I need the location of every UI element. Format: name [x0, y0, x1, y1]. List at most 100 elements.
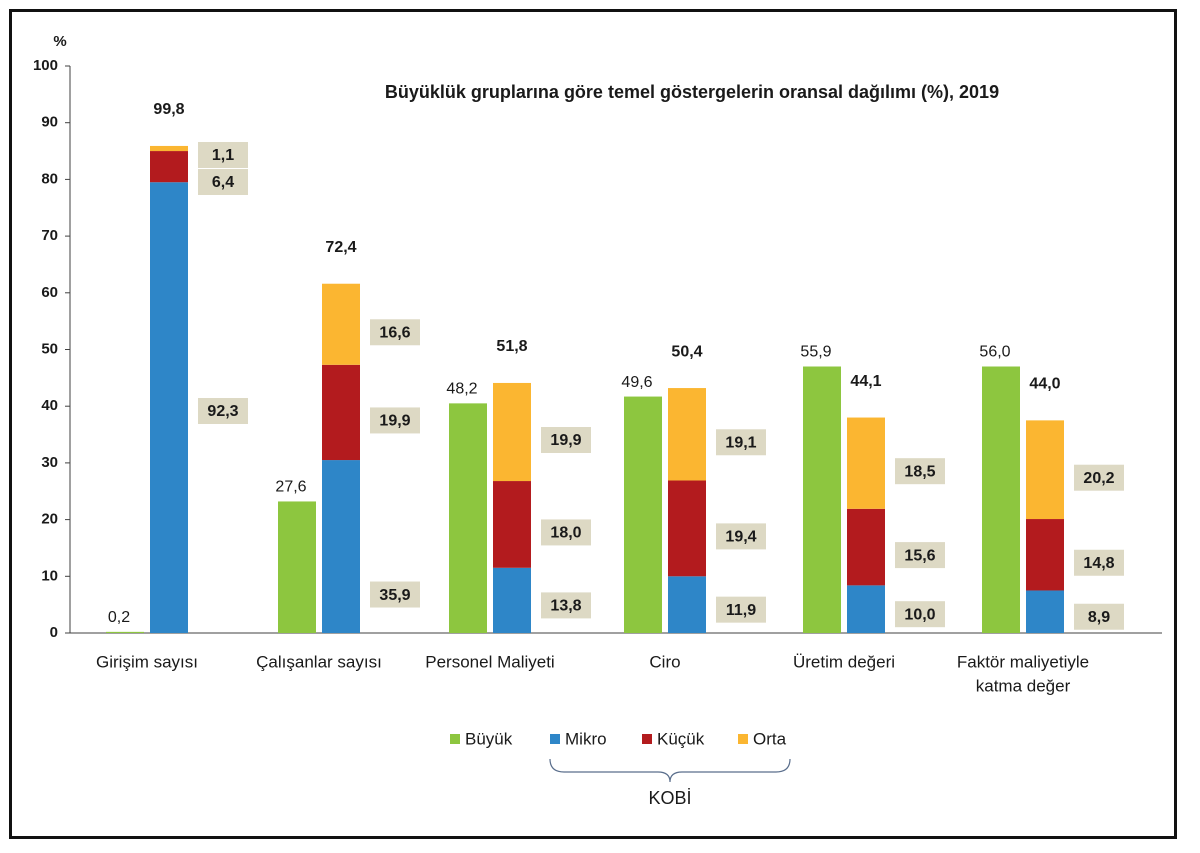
bar-orta — [322, 283, 360, 365]
y-tick-label: 70 — [41, 227, 58, 244]
bar-orta — [668, 388, 706, 481]
bar-orta — [1026, 420, 1064, 520]
bar-buyuk — [982, 366, 1020, 633]
label-mikro: 92,3 — [207, 403, 238, 420]
legend-swatch — [550, 734, 560, 744]
label-orta: 16,6 — [379, 324, 410, 341]
label-orta: 18,5 — [904, 463, 935, 480]
label-orta-box — [895, 458, 945, 485]
label-kobi-total: 44,0 — [1029, 376, 1060, 393]
chart-frame: Büyüklük gruplarına göre temel göstergel… — [9, 9, 1177, 839]
label-orta-box — [198, 142, 248, 168]
label-mikro: 13,8 — [550, 598, 581, 615]
label-kucuk: 18,0 — [550, 525, 581, 542]
label-kobi-total: 51,8 — [496, 338, 527, 355]
x-category-label: Çalışanlar sayısı — [256, 652, 382, 671]
bar-kucük — [322, 364, 360, 461]
legend-swatch — [738, 734, 748, 744]
label-kobi-total: 44,1 — [850, 373, 881, 390]
label-mikro: 10,0 — [904, 606, 935, 623]
bar-buyuk — [624, 396, 662, 633]
label-mikro-box — [895, 601, 945, 628]
bar-kucük — [150, 151, 188, 183]
label-mikro-box — [716, 596, 766, 623]
x-category-label: Faktör maliyetiyle — [957, 652, 1089, 671]
x-category-label: Ciro — [649, 652, 680, 671]
label-buyuk: 56,0 — [979, 344, 1010, 361]
label-mikro-box — [370, 581, 420, 608]
label-kucuk: 14,8 — [1083, 555, 1114, 572]
kobi-label: KOBİ — [648, 788, 691, 808]
label-kobi-total: 72,4 — [325, 239, 356, 256]
y-tick-label: 20 — [41, 511, 58, 528]
x-category-label: Girişim sayısı — [96, 652, 198, 671]
label-buyuk: 27,6 — [275, 479, 306, 496]
legend-label: Küçük — [657, 729, 705, 748]
bar-mikro — [322, 460, 360, 633]
label-mikro-box — [541, 592, 591, 619]
bar-buyuk — [278, 501, 316, 633]
label-orta: 19,1 — [725, 434, 756, 451]
y-tick-label: 10 — [41, 567, 58, 584]
label-kobi-total: 50,4 — [671, 343, 702, 360]
label-kucuk: 19,9 — [379, 413, 410, 430]
x-category-label: katma değer — [976, 676, 1071, 695]
label-orta: 1,1 — [212, 147, 234, 164]
label-mikro-box — [198, 398, 248, 424]
bar-orta — [847, 417, 885, 509]
y-tick-label: 100 — [33, 57, 58, 74]
label-orta: 20,2 — [1083, 470, 1114, 487]
bar-mikro — [150, 182, 188, 634]
label-kucuk: 6,4 — [212, 174, 234, 191]
bar-orta — [493, 382, 531, 482]
label-orta-box — [370, 319, 420, 346]
bar-buyuk — [803, 366, 841, 633]
label-kucuk-box — [198, 169, 248, 195]
bar-kucük — [668, 480, 706, 577]
bar-mikro — [668, 576, 706, 633]
label-orta-box — [1074, 464, 1124, 491]
bar-chart: Büyüklük gruplarına göre temel göstergel… — [33, 33, 1162, 808]
x-category-label: Personel Maliyeti — [425, 652, 554, 671]
label-orta-box — [716, 429, 766, 456]
chart-title: Büyüklük gruplarına göre temel göstergel… — [385, 82, 999, 102]
y-tick-label: 60 — [41, 284, 58, 301]
y-tick-label: 80 — [41, 170, 58, 187]
label-kucuk: 19,4 — [725, 529, 756, 546]
legend-label: Mikro — [565, 729, 607, 748]
y-tick-label: 50 — [41, 340, 58, 357]
label-kucuk-box — [370, 407, 420, 434]
bar-mikro — [1026, 590, 1064, 633]
legend-swatch — [450, 734, 460, 744]
y-tick-label: 30 — [41, 454, 58, 471]
kobi-bracket — [549, 758, 791, 783]
legend-label: Büyük — [465, 729, 513, 748]
y-tick-label: 40 — [41, 397, 58, 414]
label-buyuk: 49,6 — [621, 374, 652, 391]
bar-mikro — [493, 567, 531, 633]
x-category-label: Üretim değeri — [793, 652, 895, 671]
bar-kucük — [847, 508, 885, 586]
y-tick-label: 90 — [41, 114, 58, 131]
y-axis-label: % — [53, 33, 66, 50]
label-mikro: 8,9 — [1088, 609, 1110, 626]
bar-buyuk — [449, 403, 487, 633]
bar-kucük — [493, 481, 531, 568]
label-kucuk-box — [716, 523, 766, 550]
label-mikro-box — [1074, 603, 1124, 630]
label-orta: 19,9 — [550, 432, 581, 449]
label-buyuk: 55,9 — [800, 344, 831, 361]
y-tick-label: 0 — [50, 624, 58, 641]
label-kucuk: 15,6 — [904, 547, 935, 564]
label-buyuk: 0,2 — [108, 609, 130, 626]
label-orta-box — [541, 426, 591, 453]
bar-mikro — [847, 585, 885, 633]
legend-label: Orta — [753, 729, 787, 748]
label-kucuk-box — [895, 542, 945, 569]
legend-swatch — [642, 734, 652, 744]
label-mikro: 11,9 — [726, 602, 756, 619]
label-buyuk: 48,2 — [446, 381, 477, 398]
label-kobi-total: 99,8 — [153, 101, 184, 118]
label-mikro: 35,9 — [379, 587, 410, 604]
bar-orta — [150, 145, 188, 152]
